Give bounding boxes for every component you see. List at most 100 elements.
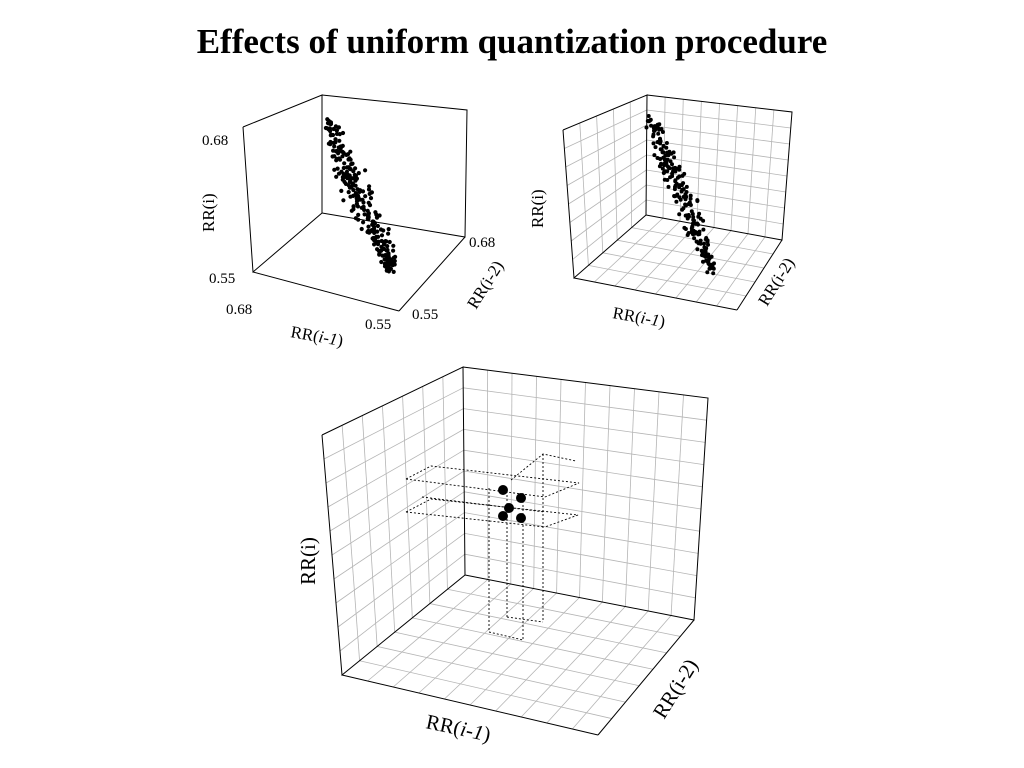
scatter-point bbox=[653, 145, 658, 150]
grid-line bbox=[675, 230, 732, 299]
scatter-point bbox=[386, 257, 391, 262]
scatter-point bbox=[652, 128, 656, 133]
grid-line bbox=[331, 470, 465, 556]
scatter-point bbox=[708, 266, 713, 271]
scatter-point bbox=[644, 125, 649, 130]
scatter-point bbox=[325, 117, 330, 122]
scatter-point bbox=[329, 132, 334, 137]
scatter-point bbox=[659, 161, 664, 166]
scatter-point bbox=[680, 207, 685, 212]
plot-c-grid bbox=[323, 370, 707, 730]
scatter-point bbox=[392, 262, 397, 267]
scatter-point bbox=[348, 149, 353, 154]
grid-line bbox=[646, 184, 785, 209]
scatter-point bbox=[341, 171, 346, 177]
scatter-point bbox=[649, 123, 654, 128]
grid-line bbox=[463, 429, 704, 465]
scatter-point bbox=[354, 176, 359, 181]
scatter-point bbox=[366, 187, 372, 192]
scatter-point bbox=[658, 157, 663, 161]
grid-line bbox=[329, 449, 465, 532]
grid-line bbox=[646, 124, 790, 145]
scatter-point bbox=[334, 149, 340, 154]
scatter-point bbox=[328, 120, 333, 125]
scatter-point bbox=[664, 141, 669, 145]
scatter-point bbox=[366, 213, 371, 218]
grid-line bbox=[594, 217, 664, 283]
grid-line bbox=[444, 592, 557, 700]
scatter-point bbox=[648, 117, 653, 122]
scatter-point bbox=[372, 242, 377, 247]
grid-line bbox=[325, 408, 464, 484]
scatter-point bbox=[331, 140, 336, 145]
grid-line bbox=[695, 233, 749, 303]
grid-line bbox=[464, 553, 696, 599]
scatter-point bbox=[701, 259, 705, 264]
scatter-point bbox=[359, 226, 364, 232]
scatter-point bbox=[367, 203, 373, 208]
scatter-point bbox=[379, 233, 385, 238]
scatter-point bbox=[346, 165, 351, 170]
scatter-point bbox=[695, 199, 700, 203]
scatter-point bbox=[651, 141, 656, 146]
scatter-point bbox=[706, 242, 710, 247]
scatter-point bbox=[652, 153, 657, 158]
scatter-point bbox=[386, 231, 391, 236]
plot-c-y-axis-label: RR(i) bbox=[296, 537, 320, 585]
scatter-point bbox=[677, 183, 682, 188]
scatter-point bbox=[331, 148, 336, 153]
scatter-point bbox=[375, 223, 380, 229]
scatter-point bbox=[385, 247, 390, 253]
scatter-point bbox=[684, 184, 689, 189]
scatter-point bbox=[336, 125, 341, 130]
scatter-point bbox=[704, 251, 709, 256]
plot-a-y-axis-label: RR(i) bbox=[199, 193, 218, 232]
scatter-point bbox=[349, 162, 354, 167]
scatter-point bbox=[373, 235, 378, 240]
scatter-point bbox=[665, 150, 670, 155]
scatter-point bbox=[688, 196, 693, 201]
scatter-point bbox=[331, 126, 336, 132]
scatter-point bbox=[334, 128, 339, 133]
scatter-point bbox=[391, 269, 396, 274]
scatter-point bbox=[686, 213, 691, 217]
scatter-point bbox=[654, 124, 659, 128]
scatter-point bbox=[385, 244, 390, 249]
scatter-point bbox=[661, 155, 666, 160]
grid-line bbox=[572, 199, 647, 260]
scatter-point bbox=[692, 236, 697, 241]
scatter-point bbox=[351, 193, 356, 198]
scatter-point bbox=[658, 137, 663, 142]
scatter-point bbox=[377, 249, 382, 254]
plot-b-x-axis-label: RR(i-1) bbox=[611, 303, 666, 331]
grid-line bbox=[377, 646, 626, 703]
scatter-point bbox=[351, 187, 356, 193]
scatter-point bbox=[666, 184, 671, 189]
slide-title: Effects of uniform quantization procedur… bbox=[196, 22, 828, 61]
scatter-point bbox=[350, 181, 355, 186]
grid-line bbox=[614, 220, 681, 287]
scatter-point bbox=[665, 157, 670, 162]
scatter-point bbox=[370, 236, 375, 241]
grid-line bbox=[463, 408, 706, 443]
scatter-point bbox=[386, 227, 391, 232]
scatter-point bbox=[381, 228, 386, 233]
scatter-point bbox=[356, 171, 361, 176]
scatter-point bbox=[672, 187, 677, 192]
scatter-point bbox=[369, 190, 374, 195]
grid-line bbox=[716, 236, 766, 307]
quantized-point bbox=[516, 513, 526, 523]
scatter-point bbox=[391, 248, 396, 253]
scatter-point bbox=[683, 202, 688, 207]
scatter-point bbox=[698, 216, 703, 221]
grid-line bbox=[367, 579, 489, 682]
scatter-point bbox=[681, 181, 686, 186]
grid-line bbox=[566, 139, 647, 186]
scatter-point bbox=[366, 224, 371, 229]
grid-line bbox=[495, 601, 603, 712]
scatter-point bbox=[677, 212, 682, 217]
scatter-point bbox=[362, 207, 367, 212]
scatter-point bbox=[368, 196, 374, 201]
grid-line bbox=[571, 184, 647, 242]
grid-line bbox=[418, 588, 534, 694]
